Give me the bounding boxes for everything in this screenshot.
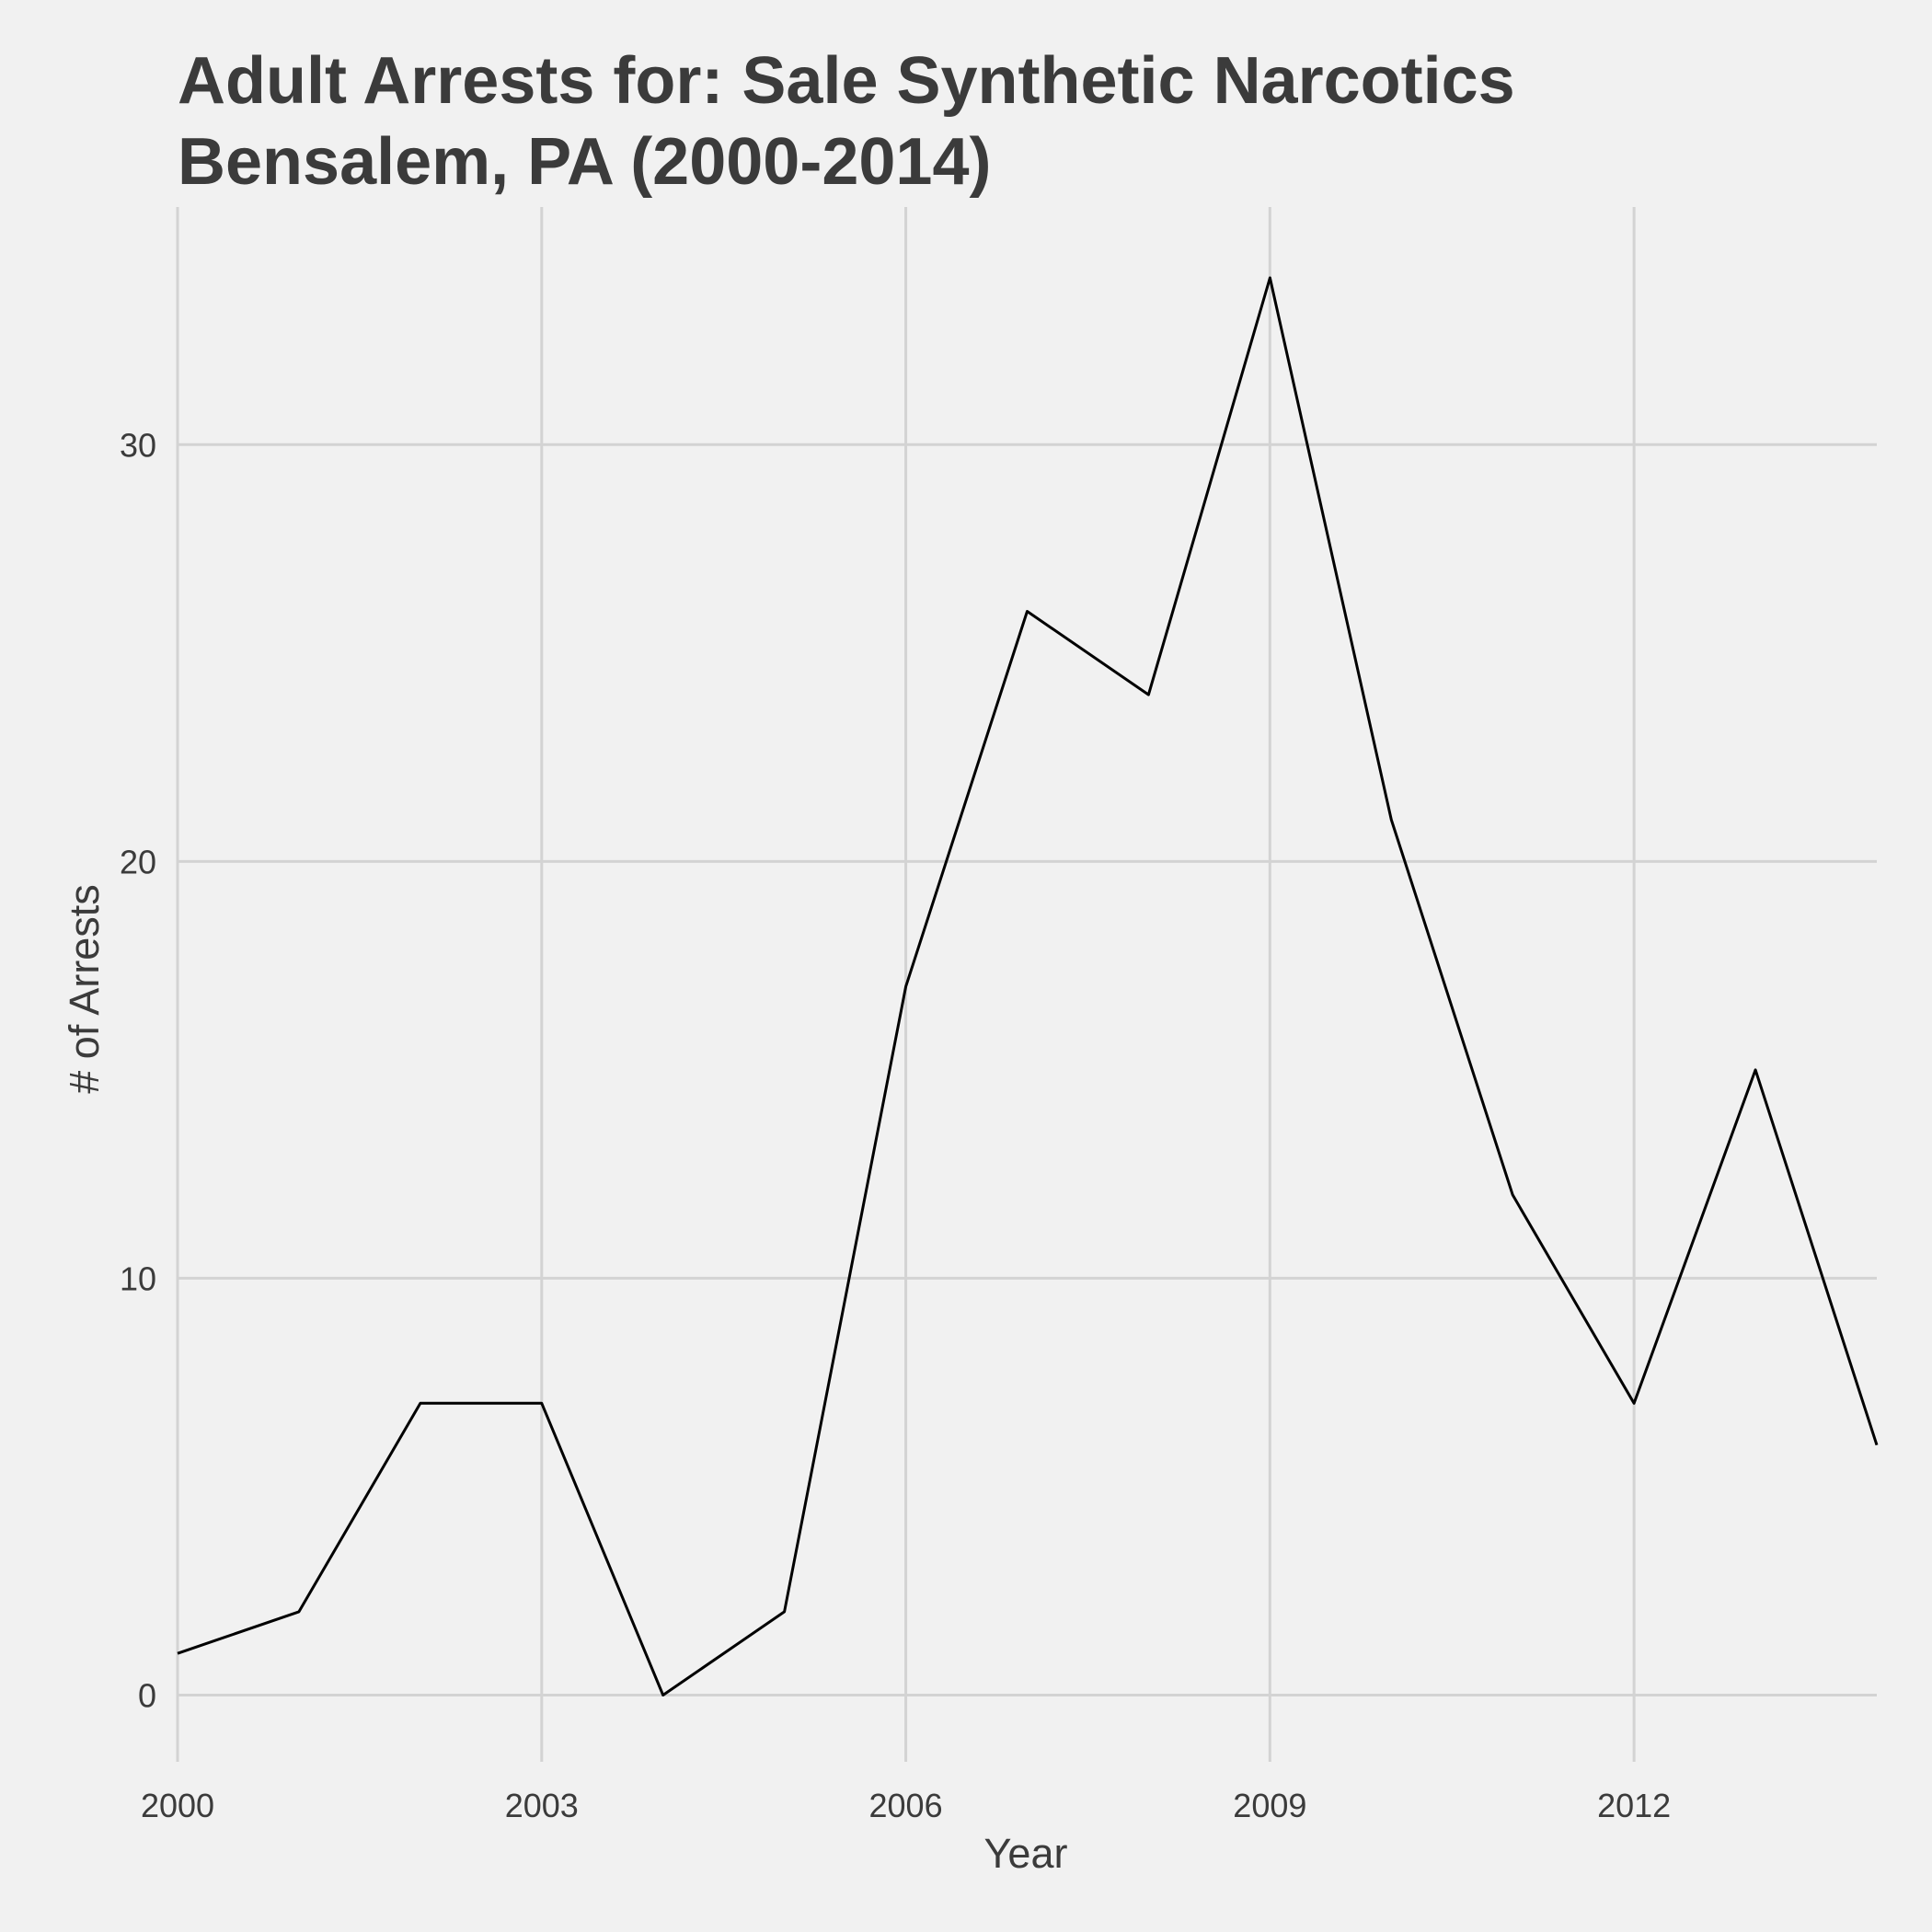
x-tick-label-2006: 2006 [869, 1787, 943, 1824]
x-tick-label-2009: 2009 [1233, 1787, 1306, 1824]
x-axis-title: Year [984, 1830, 1068, 1877]
y-tick-label-20: 20 [120, 843, 156, 880]
series-line-0 [177, 276, 1879, 1696]
x-tick-label-2012: 2012 [1597, 1787, 1671, 1824]
x-tick-label-2003: 2003 [505, 1787, 579, 1824]
horizontal-gridlines [178, 443, 1877, 1697]
chart-title-line-1: Adult Arrests for: Sale Synthetic Narcot… [178, 44, 1515, 118]
x-axis-tick-labels: 2000 2003 2006 2009 2012 [141, 1787, 1671, 1824]
y-axis-title: # of Arrests [61, 884, 108, 1094]
chart-title-line-2: Bensalem, PA (2000-2014) [178, 125, 991, 199]
x-tick-label-2000: 2000 [141, 1787, 214, 1824]
y-axis-tick-labels: 0 10 20 30 [120, 426, 156, 1714]
y-tick-label-30: 30 [120, 426, 156, 464]
y-tick-label-10: 10 [120, 1259, 156, 1297]
series-group [177, 276, 1879, 1696]
y-tick-label-0: 0 [138, 1677, 156, 1715]
